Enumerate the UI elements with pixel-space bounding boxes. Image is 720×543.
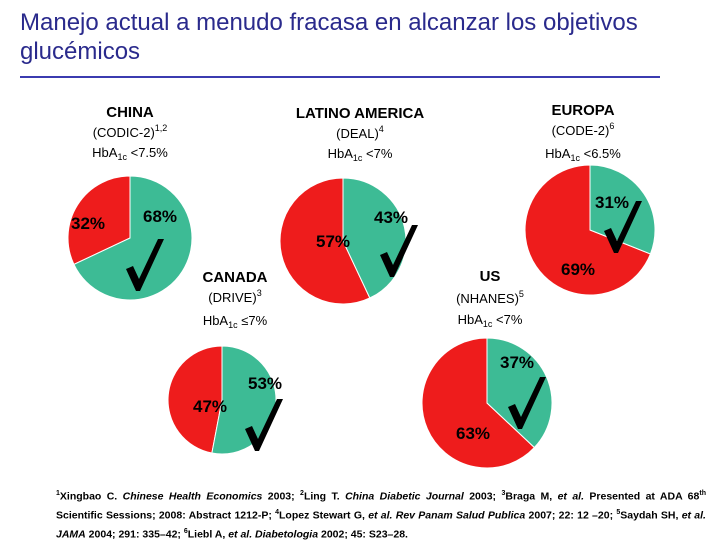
ref-number: 3: [501, 490, 506, 497]
pie-label-latino-america-at-goal: 43%: [374, 208, 408, 227]
chart-study-latino-america: (DEAL)4: [336, 124, 384, 141]
pie-slice-canada-not-at-goal: [167, 345, 223, 454]
references-footnote: 1Xingbao C. Chinese Health Economics 200…: [56, 486, 706, 543]
chart-title-canada: CANADA: [203, 269, 268, 286]
pie-label-europa-at-goal: 31%: [595, 193, 629, 212]
ref-text: Ling T.: [303, 490, 346, 503]
ref-text: 2003;: [262, 490, 301, 503]
pie-label-china-at-goal: 68%: [143, 207, 177, 226]
pie-label-us-at-goal: 37%: [500, 353, 534, 372]
pie-label-us-not-at-goal: 63%: [456, 424, 490, 443]
checkmark-icon: [126, 239, 164, 291]
pie-slice-us-not-at-goal: [421, 337, 536, 469]
chart-title-europa: EUROPA: [551, 102, 614, 119]
ref-text: Saydah SH,: [620, 509, 682, 522]
pie-label-canada-at-goal: 53%: [248, 374, 282, 393]
pie-slice-china-at-goal: [73, 175, 193, 301]
ref-text: 2007; 22: 12 –20;: [525, 509, 617, 522]
chart-title-us: US: [480, 268, 501, 285]
ref-text: 2003;: [463, 490, 502, 503]
ref-text: Presented at ADA 68: [584, 490, 700, 503]
ref-text: Scientific Sessions; 2008: Abstract 1212…: [56, 509, 276, 522]
chart-target-europa: HbA1c <6.5%: [545, 146, 621, 163]
ref-journal: Chinese Health Economics: [122, 490, 263, 503]
slide-title: Manejo actual a menudo fracasa en alcanz…: [20, 9, 638, 65]
pie-label-china-not-at-goal: 32%: [71, 214, 105, 233]
chart-target-canada: HbA1c ≤7%: [203, 313, 268, 330]
ref-journal: et al.: [557, 490, 585, 503]
pie-charts: CHINA (CODIC-2)1,2 HbA1c <7.5% 32% 68% LATINO…: [67, 102, 656, 469]
chart-study-china: (CODIC-2)1,2: [93, 123, 168, 140]
ref-number: 2: [300, 490, 304, 497]
ref-number: 4: [275, 509, 279, 516]
ref-number: 5: [616, 509, 621, 516]
checkmark-icon: [380, 225, 418, 277]
ref-text: Lopez Stewart G,: [279, 509, 369, 522]
ref-journal: et al. JAMA: [56, 509, 706, 541]
pie-slice-europa-not-at-goal: [524, 164, 652, 296]
chart-target-us: HbA1c <7%: [458, 312, 523, 329]
checkmark-icon: [508, 377, 546, 429]
pie-label-latino-america-not-at-goal: 57%: [316, 232, 350, 251]
chart-target-latino-america: HbA1c <7%: [328, 146, 393, 163]
checkmark-icon: [604, 201, 642, 253]
ref-number: 6: [183, 528, 188, 535]
pie-slice-china-not-at-goal: [67, 175, 131, 266]
ref-journal: et al. Rev Panam Salud Publica: [368, 509, 526, 522]
ref-text: Xingbao C.: [59, 490, 123, 503]
pie-slice-latino-america-not-at-goal: [279, 177, 371, 305]
ref-journal: China Diabetic Journal: [345, 490, 464, 503]
chart-title-latino-america: LATINO AMERICA: [296, 105, 424, 122]
ref-text: Braga M,: [505, 490, 558, 503]
chart-study-canada: (DRIVE)3: [208, 288, 261, 305]
chart-study-us: (NHANES)5: [456, 289, 524, 306]
pie-slice-us-at-goal: [486, 337, 553, 449]
checkmark-icon: [245, 399, 283, 451]
pie-label-canada-not-at-goal: 47%: [193, 397, 227, 416]
pie-label-europa-not-at-goal: 69%: [561, 260, 595, 279]
ref-journal: et al. Diabetologia: [228, 528, 319, 541]
ref-text: 2002; 45: S23–28.: [318, 528, 408, 541]
ref-number: 1: [56, 490, 60, 497]
ref-ordinal: th: [699, 490, 706, 497]
chart-study-europa: (CODE-2)6: [552, 121, 615, 138]
ref-text: Liebl A,: [187, 528, 229, 541]
ref-text: 2004; 291: 335–42;: [85, 528, 184, 541]
title-divider: [20, 76, 660, 78]
chart-title-china: CHINA: [106, 104, 154, 121]
chart-target-china: HbA1c <7.5%: [92, 145, 168, 162]
